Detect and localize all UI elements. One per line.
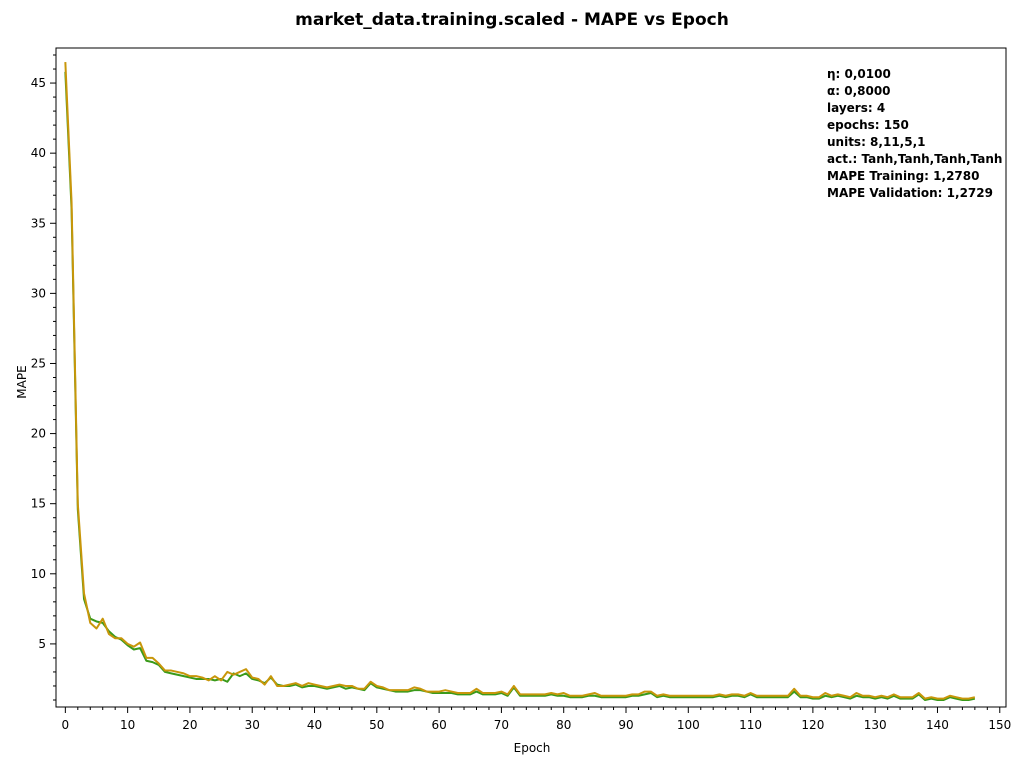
info-line-eta: η: 0,0100 (827, 67, 891, 81)
chart-title: market_data.training.scaled - MAPE vs Ep… (295, 10, 729, 30)
y-tick-label: 35 (31, 216, 46, 230)
y-tick-label: 20 (31, 427, 46, 441)
x-axis-title: Epoch (514, 741, 551, 755)
info-line-activation: act.: Tanh,Tanh,Tanh,Tanh (827, 152, 1003, 166)
series-line-2 (64, 61, 976, 700)
y-tick-label: 40 (31, 146, 46, 160)
x-tick-label: 140 (926, 718, 949, 732)
info-line-alpha: α: 0,8000 (827, 84, 891, 98)
x-tick-label: 30 (245, 718, 260, 732)
info-line-units: units: 8,11,5,1 (827, 135, 926, 149)
series-layer (64, 61, 976, 701)
x-tick-label: 40 (307, 718, 322, 732)
x-tick-label: 150 (988, 718, 1011, 732)
y-tick-label: 15 (31, 497, 46, 511)
x-tick-label: 50 (369, 718, 384, 732)
x-tick-label: 60 (431, 718, 446, 732)
y-tick-label: 45 (31, 76, 46, 90)
chart-axes: 0 10 20 30 40 50 60 70 80 90 100 110 120 130 140 150 5 10… (31, 47, 1011, 732)
x-tick-label: 70 (494, 718, 509, 732)
x-tick-label: 130 (864, 718, 887, 732)
info-box: η: 0,0100 α: 0,8000 layers: 4 epochs: 15… (827, 66, 1002, 202)
x-tick-label: 110 (739, 718, 762, 732)
y-tick-label: 30 (31, 286, 46, 300)
y-tick-label: 25 (31, 356, 46, 370)
x-tick-label: 20 (182, 718, 197, 732)
y-tick-label: 5 (38, 637, 46, 651)
x-tick-label: 0 (62, 718, 70, 732)
x-tick-label: 10 (120, 718, 135, 732)
info-line-layers: layers: 4 (827, 101, 886, 115)
info-line-epochs: epochs: 150 (827, 118, 909, 132)
y-axis-title: MAPE (15, 365, 29, 398)
x-tick-label: 80 (556, 718, 571, 732)
x-tick-label: 90 (618, 718, 633, 732)
x-tick-label: 100 (677, 718, 700, 732)
x-tick-label: 120 (801, 718, 824, 732)
info-line-mape-training: MAPE Training: 1,2780 (827, 169, 980, 183)
series-line-1 (64, 71, 976, 701)
info-line-mape-validation: MAPE Validation: 1,2729 (827, 186, 993, 200)
y-tick-label: 10 (31, 567, 46, 581)
